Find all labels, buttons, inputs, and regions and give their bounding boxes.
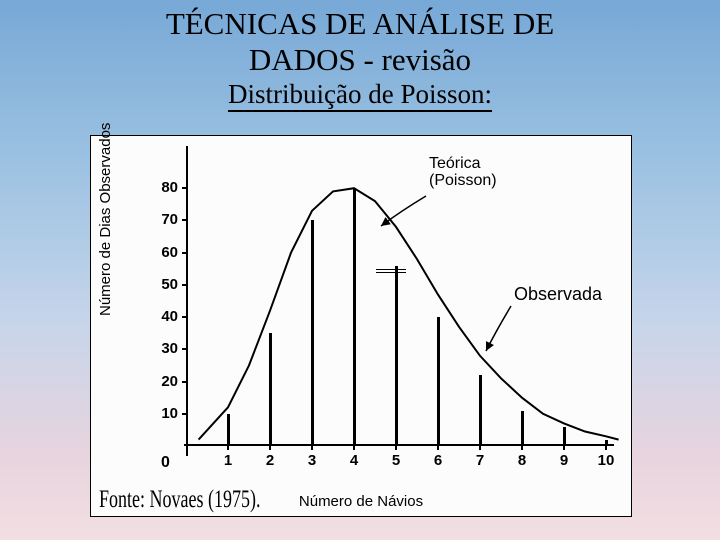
title-line2: DADOS - revisão bbox=[249, 42, 471, 77]
observada-label: Observada bbox=[514, 284, 602, 305]
y-tick-label: 10 bbox=[138, 405, 178, 422]
y-tick-label: 60 bbox=[138, 244, 178, 261]
teorica-line2: (Poisson) bbox=[429, 172, 497, 189]
y-tick-label: 70 bbox=[138, 211, 178, 228]
title-line1: TÉCNICAS DE ANÁLISE DE bbox=[166, 6, 554, 41]
y-tick-label: 50 bbox=[138, 276, 178, 293]
y-tick-label: 40 bbox=[138, 308, 178, 325]
y-tick-label: 30 bbox=[138, 340, 178, 357]
y-tick-label: 20 bbox=[138, 373, 178, 390]
observada-arrow bbox=[186, 156, 616, 456]
y-tick-label: 80 bbox=[138, 179, 178, 196]
teorica-label: Teórica (Poisson) bbox=[429, 156, 497, 190]
plot-area: 1020304050607080 12345678910 Teórica (Po… bbox=[186, 156, 606, 446]
chart: Número de Dias Observados 10203040506070… bbox=[90, 135, 632, 517]
source-text: Fonte: Novaes (1975). bbox=[99, 485, 260, 514]
zero-label: 0 bbox=[161, 454, 170, 472]
mark-line bbox=[376, 269, 406, 273]
teorica-line1: Teórica bbox=[429, 155, 481, 172]
y-axis-title: Número de Dias Observados bbox=[97, 123, 114, 316]
slide-title: TÉCNICAS DE ANÁLISE DE DADOS - revisão bbox=[0, 0, 720, 77]
subtitle-wrap: Distribuição de Poisson: bbox=[0, 77, 720, 112]
slide-subtitle: Distribuição de Poisson: bbox=[228, 79, 492, 112]
slide: TÉCNICAS DE ANÁLISE DE DADOS - revisão D… bbox=[0, 0, 720, 540]
